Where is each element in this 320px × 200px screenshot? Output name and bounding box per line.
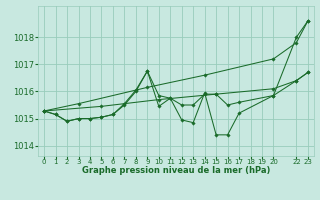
X-axis label: Graphe pression niveau de la mer (hPa): Graphe pression niveau de la mer (hPa) [82, 166, 270, 175]
